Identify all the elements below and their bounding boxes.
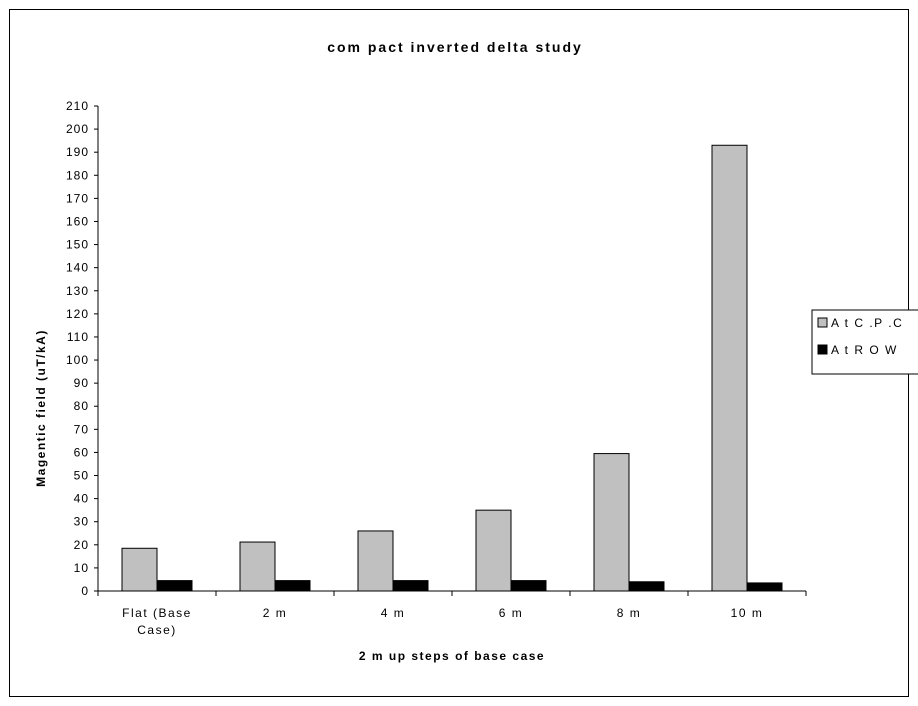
legend: A t C .P .C A t R O W: [811, 309, 918, 375]
y-tick-label: 60: [74, 445, 89, 459]
x-tick-label: Flat (Base Case): [122, 606, 192, 637]
x-axis-label: 2 m up steps of base case: [359, 649, 545, 663]
y-tick-label: 80: [74, 399, 89, 413]
x-tick-label: 8 m: [617, 606, 642, 620]
x-tick-label: 6 m: [499, 606, 524, 620]
x-tick-label: 10 m: [731, 606, 764, 620]
x-tick-label-line: 10 m: [731, 606, 764, 620]
x-tick-label: 2 m: [263, 606, 288, 620]
y-tick-label: 10: [74, 561, 89, 575]
x-tick-label-line: 2 m: [263, 606, 288, 620]
y-tick-label: 150: [66, 238, 89, 252]
y-tick-label: 210: [66, 99, 89, 113]
bar: [593, 453, 630, 592]
y-tick-label: 110: [67, 330, 89, 344]
y-tick-label: 0: [81, 584, 89, 598]
y-tick-label: 20: [74, 538, 89, 552]
y-tick-label: 90: [74, 376, 89, 390]
x-tick-label-line: Flat (Base: [122, 606, 192, 620]
bar: [746, 582, 783, 592]
y-axis-label: Magentic field (uT/kA): [34, 329, 48, 487]
y-tick-label: 120: [66, 307, 89, 321]
y-tick-label: 100: [66, 353, 89, 367]
x-tick-label-line: 4 m: [381, 606, 406, 620]
x-tick-label: 4 m: [381, 606, 406, 620]
y-tick-label: 30: [74, 515, 89, 529]
bar: [156, 580, 193, 592]
plot-area: 0 10 20 30 40 50 60 70 80 90 100 110 120 130 140 150 160…: [66, 99, 807, 637]
bar: [628, 581, 665, 592]
y-tick-label: 70: [74, 422, 89, 436]
legend-swatch: [817, 317, 828, 328]
x-tick-label-line: Case): [137, 623, 177, 637]
bar: [711, 144, 748, 592]
legend-label: A t R O W: [831, 343, 898, 357]
legend-label: A t C .P .C: [831, 316, 903, 330]
bar: [510, 580, 547, 592]
legend-box: [811, 309, 918, 375]
legend-swatch: [817, 344, 828, 355]
chart-title: com pact inverted delta study: [327, 39, 583, 55]
bar: [121, 547, 158, 592]
y-tick-label: 200: [66, 122, 89, 136]
y-tick-label: 140: [66, 261, 89, 275]
bar: [475, 509, 512, 592]
y-tick-label: 190: [66, 145, 89, 159]
x-tick-label-line: 8 m: [617, 606, 642, 620]
bar: [357, 530, 394, 592]
x-tick-label-line: 6 m: [499, 606, 524, 620]
bar: [274, 580, 311, 592]
bar: [239, 541, 276, 592]
y-tick-label: 130: [66, 284, 89, 298]
y-tick-label: 40: [74, 492, 89, 506]
y-tick-label: 170: [66, 191, 89, 205]
y-tick-label: 180: [66, 168, 89, 182]
bar: [392, 580, 429, 592]
y-tick-label: 50: [74, 469, 89, 483]
y-tick-label: 160: [66, 214, 89, 228]
